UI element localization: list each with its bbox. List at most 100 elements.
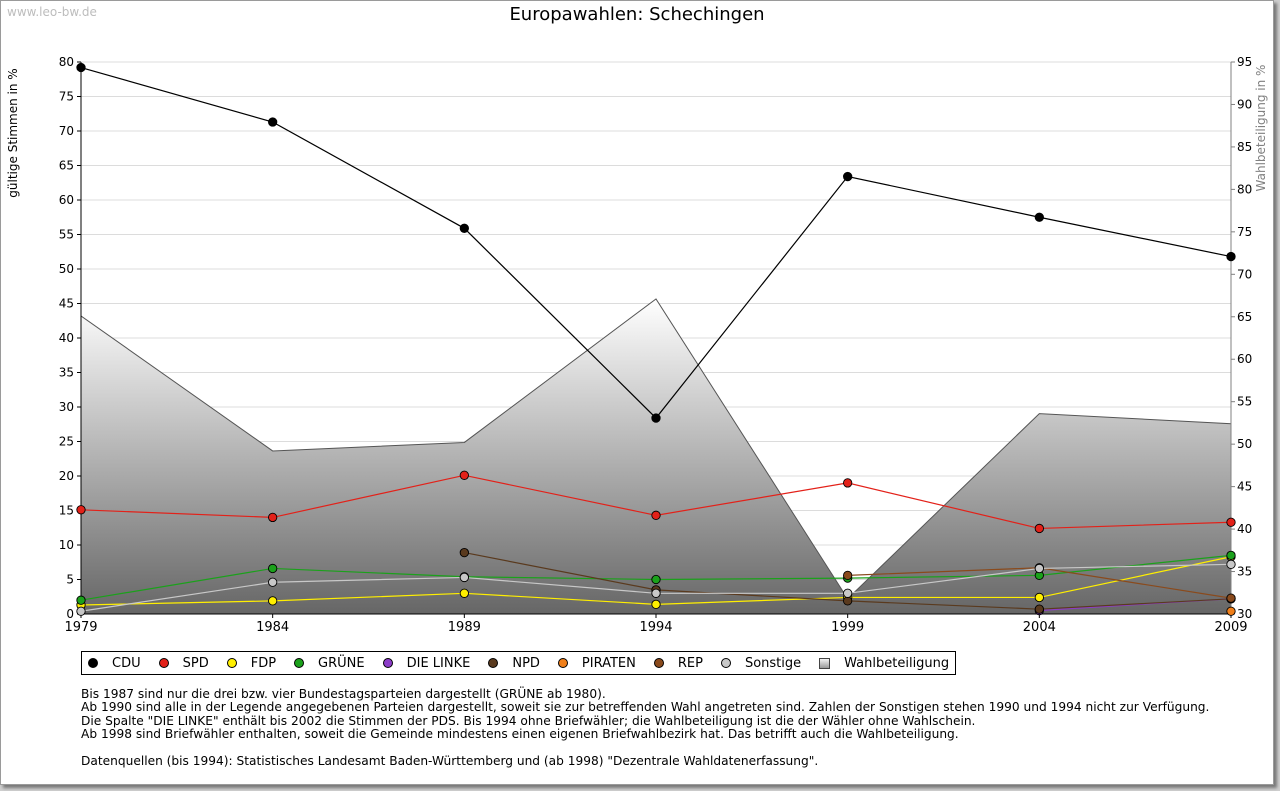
- y2-tick-label: 55: [1237, 395, 1252, 409]
- watermark: www.leo-bw.de: [7, 5, 97, 19]
- data-point-npd: [459, 547, 469, 558]
- legend-item-npd: NPD: [486, 655, 540, 671]
- legend-marker-spd: [156, 655, 171, 671]
- legend-label: REP: [677, 655, 703, 671]
- y2-tick-label: 35: [1237, 565, 1252, 579]
- legend-label: CDU: [112, 655, 141, 671]
- data-point-gr-ne: [1226, 550, 1236, 560]
- data-point-gr-ne: [268, 563, 278, 574]
- y-tick-label: 80: [59, 55, 74, 69]
- legend-marker-piraten: [555, 655, 570, 671]
- data-point-spd: [1226, 517, 1236, 527]
- x-tick-label: 1984: [256, 620, 289, 635]
- y2-tick-label: 95: [1237, 55, 1252, 69]
- data-point-spd: [843, 478, 853, 488]
- y2-tick-label: 50: [1237, 437, 1252, 451]
- data-point-fdp: [459, 588, 469, 598]
- legend-marker-die-linke: [380, 655, 395, 671]
- legend: CDU SPD FDP GRÜNE DIE LINKE NPD PIRATEN REP Sons…: [81, 651, 957, 675]
- data-point-cdu: [1034, 212, 1044, 222]
- y2-tick-label: 80: [1237, 182, 1252, 196]
- y-tick-label: 55: [59, 228, 74, 242]
- x-tick-label: 1999: [831, 620, 864, 635]
- x-tick-label: 2004: [1023, 620, 1056, 635]
- y-tick-label: 45: [59, 297, 74, 311]
- y2-tick-label: 60: [1237, 352, 1252, 366]
- data-point-sonstige: [268, 577, 278, 587]
- data-point-cdu: [268, 117, 278, 127]
- data-point-gr-ne: [76, 595, 86, 605]
- y-axis-label: gültige Stimmen in %: [6, 68, 20, 197]
- y2-tick-label: 85: [1237, 140, 1252, 154]
- turnout-area-shape: [80, 298, 1232, 615]
- data-point-cdu: [843, 171, 853, 182]
- y2-tick-label: 45: [1237, 480, 1252, 494]
- data-point-fdp: [268, 596, 278, 606]
- legend-item-die-linke: DIE LINKE: [380, 655, 471, 671]
- legend-label: DIE LINKE: [406, 655, 471, 671]
- y-tick-label: 5: [66, 573, 74, 587]
- y2-tick-label: 40: [1237, 522, 1252, 536]
- chart-canvas: 0 5 10 15 20 25 30 35 40 45 50 55 60 65 70 75 80 30 35 40 45…: [6, 55, 1268, 635]
- data-point-sonstige: [1226, 559, 1236, 569]
- data-point-npd: [843, 596, 853, 606]
- legend-label: Wahlbeteiligung: [844, 655, 950, 671]
- y-tick-label: 0: [66, 607, 74, 621]
- legend-marker-sonstige: [718, 655, 734, 671]
- y2-tick-label: 65: [1237, 310, 1252, 324]
- y2-tick-label: 90: [1237, 97, 1252, 111]
- legend-item-rep: REP: [651, 655, 703, 671]
- y-tick-label: 75: [59, 90, 74, 104]
- legend-marker-npd: [486, 655, 501, 671]
- legend-marker-fdp: [224, 655, 239, 671]
- data-point-spd: [1034, 523, 1044, 534]
- legend-label: PIRATEN: [581, 655, 636, 671]
- data-point-sonstige: [651, 588, 661, 598]
- y2-tick-label: 75: [1237, 225, 1252, 239]
- x-tick-label: 2009: [1214, 620, 1247, 635]
- legend-item-wahlbeteiligung: Wahlbeteiligung: [819, 656, 949, 671]
- data-point-fdp: [651, 599, 661, 609]
- data-point-cdu: [76, 62, 86, 73]
- data-point-sonstige: [1034, 563, 1044, 574]
- y-tick-label: 25: [59, 435, 74, 449]
- note-line: Die Spalte "DIE LINKE" enthält bis 2002 …: [81, 713, 976, 728]
- legend-item-gr-ne: GRÜNE: [291, 655, 365, 671]
- note-line: Ab 1990 sind alle in der Legende angegeb…: [81, 700, 1210, 715]
- legend-item-cdu: CDU: [85, 655, 141, 671]
- y-tick-label: 70: [59, 124, 74, 138]
- series-points: [76, 62, 1236, 616]
- y-tick-label: 30: [59, 400, 74, 414]
- data-point-cdu: [651, 413, 661, 423]
- y2-tick-label: 30: [1237, 607, 1252, 621]
- legend-marker-rep: [651, 655, 666, 671]
- data-point-npd: [1034, 604, 1044, 614]
- y-tick-label: 40: [59, 331, 74, 345]
- x-tick-label: 1979: [64, 620, 97, 635]
- legend-label: FDP: [250, 655, 277, 671]
- y-tick-label: 60: [59, 193, 74, 207]
- y2-axis-label: Wahlbeteiligung in %: [1254, 65, 1268, 192]
- y-tick-label: 20: [59, 469, 74, 483]
- note-line: Datenquellen (bis 1994): Statistisches L…: [81, 754, 819, 769]
- y-tick-label: 10: [59, 538, 74, 552]
- legend-marker-wahlbeteiligung: [819, 657, 831, 669]
- data-point-spd: [268, 512, 278, 523]
- data-point-gr-ne: [651, 574, 661, 585]
- y-tick-label: 15: [59, 504, 74, 518]
- x-tick-label: 1994: [639, 620, 672, 635]
- legend-label: GRÜNE: [318, 655, 365, 671]
- data-point-spd: [651, 510, 661, 520]
- data-point-sonstige: [843, 588, 853, 598]
- legend-marker-cdu: [85, 655, 101, 671]
- notes: Bis 1987 sind nur die drei bzw. vier Bun…: [81, 687, 1210, 769]
- data-point-sonstige: [76, 606, 86, 616]
- y-tick-label: 50: [59, 262, 74, 276]
- axes: 0 5 10 15 20 25 30 35 40 45 50 55 60 65 70 75 80 30 35 40 45…: [59, 55, 1253, 635]
- data-point-rep: [1226, 593, 1236, 603]
- note-line: Bis 1987 sind nur die drei bzw. vier Bun…: [81, 687, 606, 701]
- note-line: Ab 1998 sind Briefwähler enthalten, sowe…: [81, 727, 959, 742]
- legend-item-piraten: PIRATEN: [555, 655, 636, 671]
- legend-item-sonstige: Sonstige: [718, 655, 801, 671]
- legend-label: NPD: [512, 655, 540, 671]
